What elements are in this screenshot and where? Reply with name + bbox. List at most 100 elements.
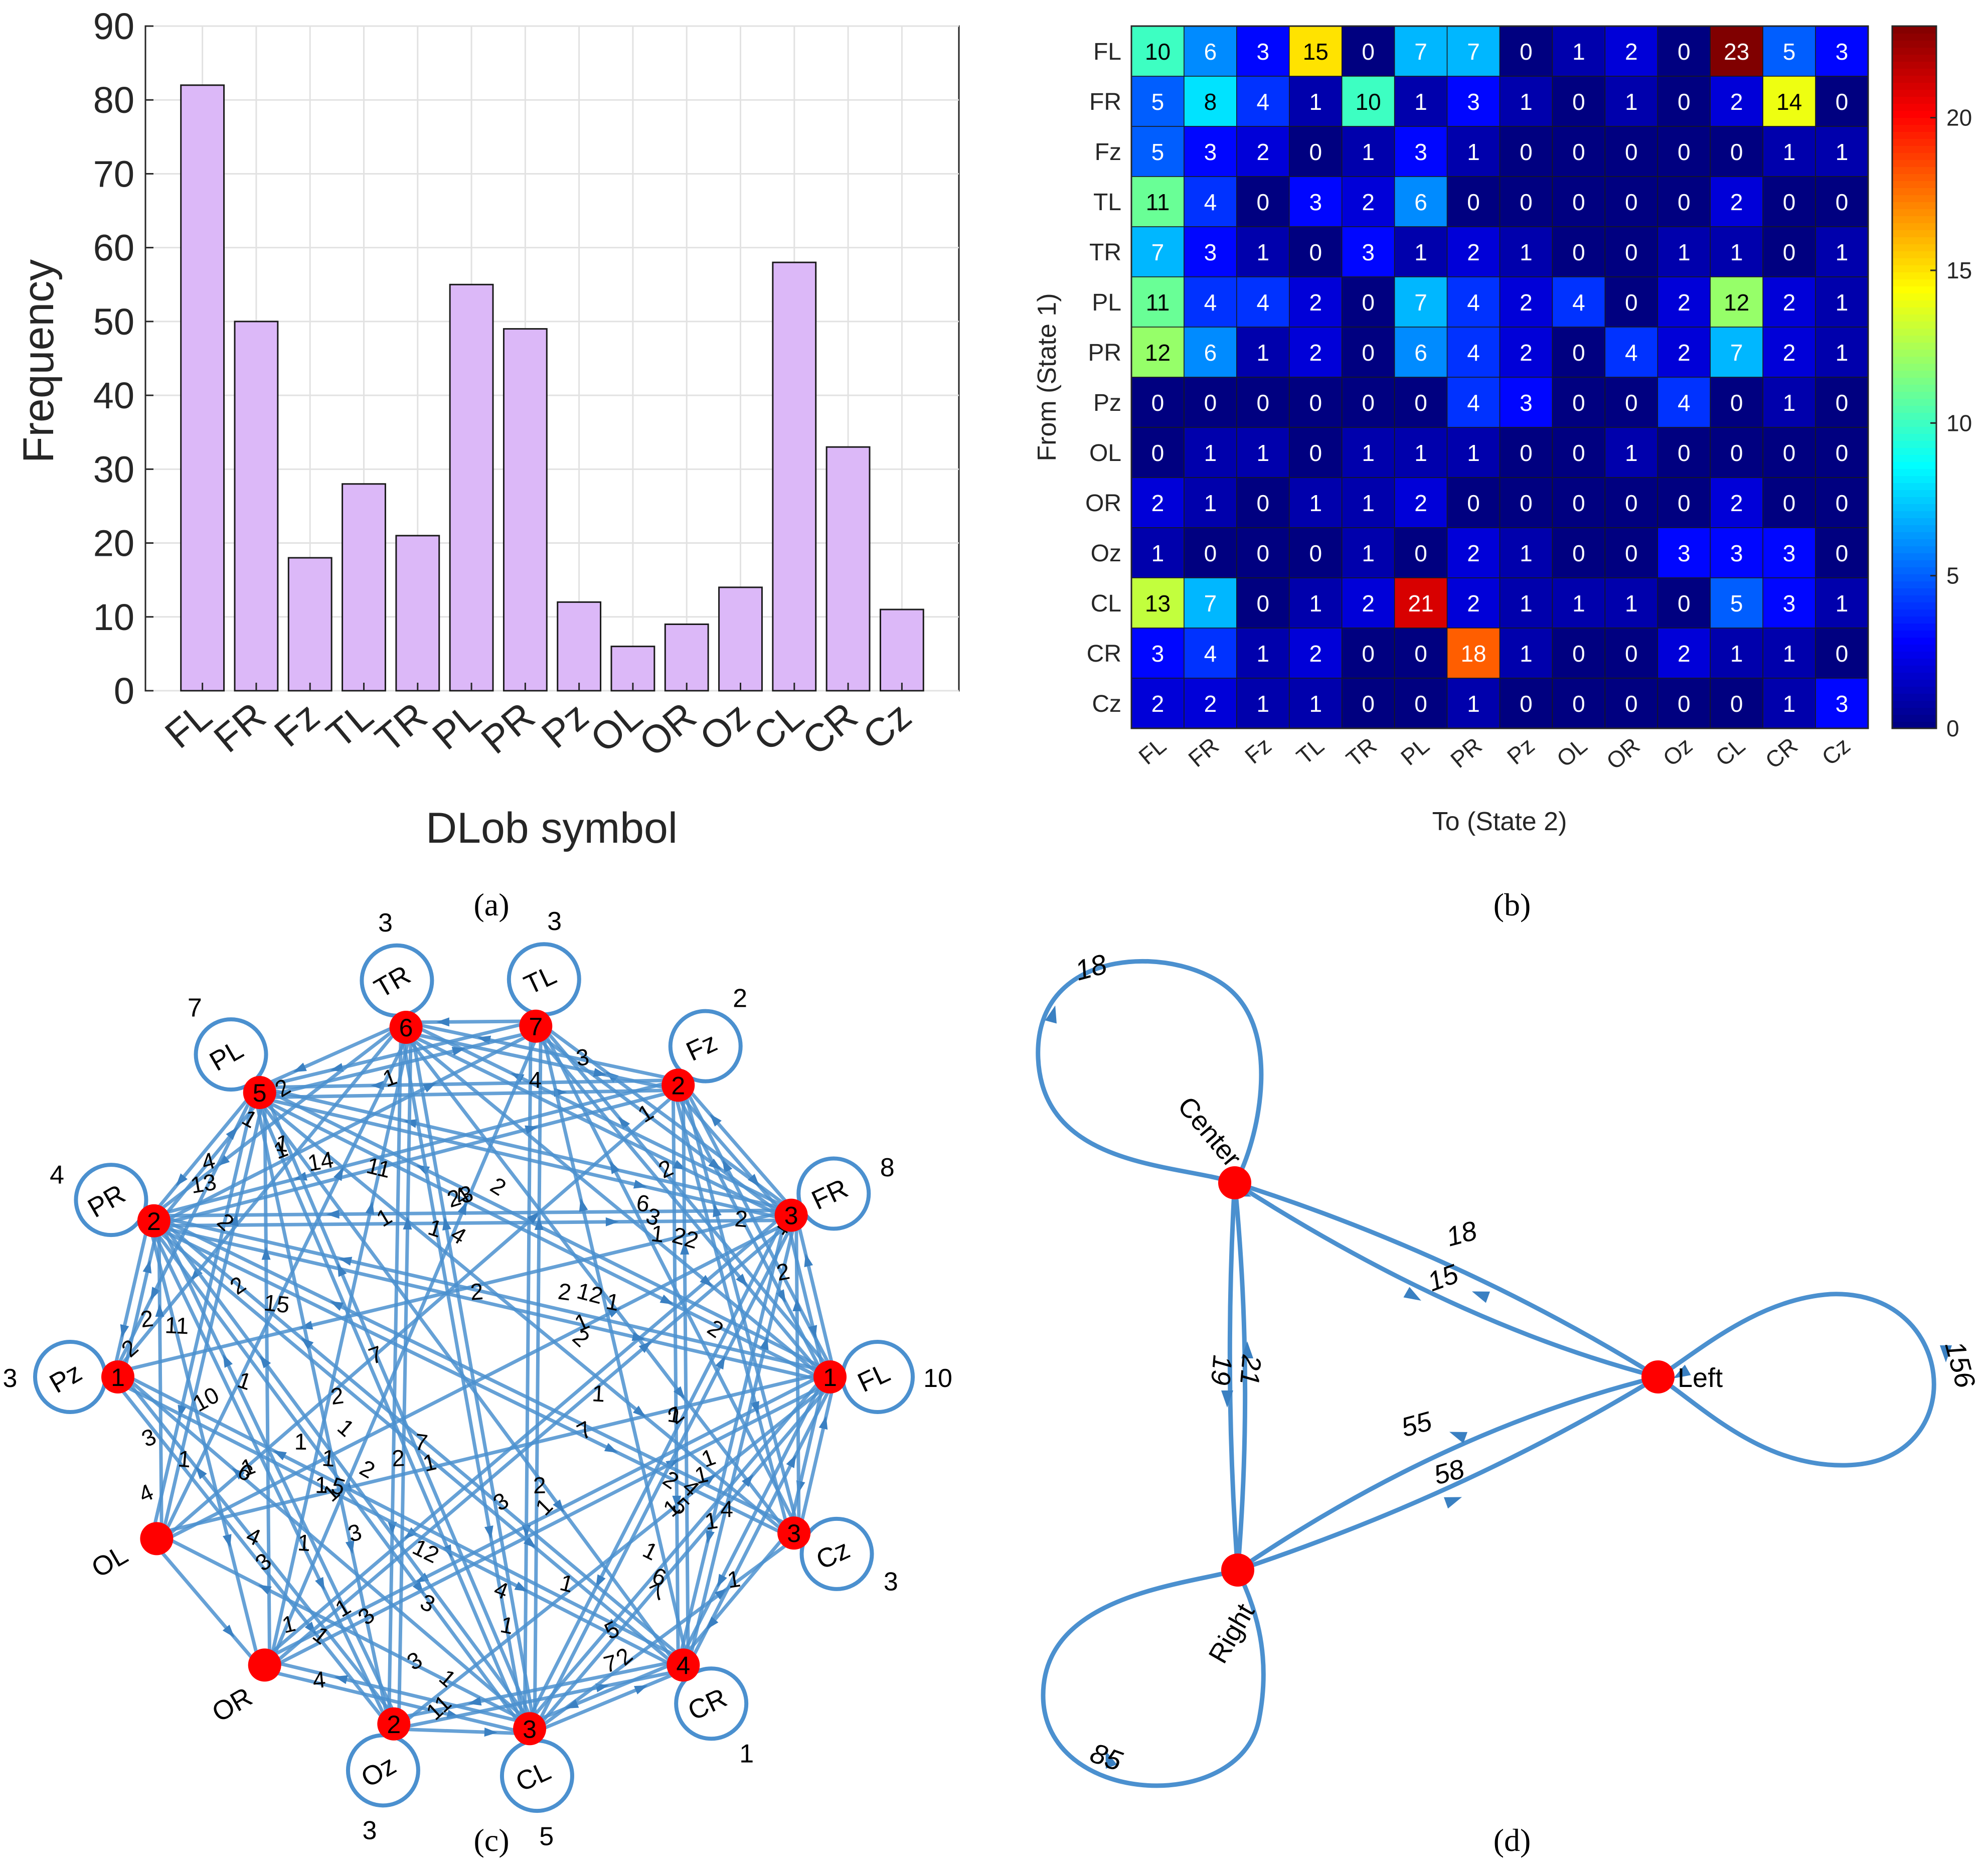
heatmap-value: 4 (1257, 89, 1270, 115)
graph-edge-arrow (760, 1336, 769, 1350)
heatmap-value: 2 (1730, 89, 1743, 115)
graph-edge-weight: 2 (557, 1278, 573, 1305)
heatmap-value: 0 (1309, 440, 1322, 466)
graph-edge-arrow (300, 1337, 314, 1349)
heatmap-value: 0 (1204, 390, 1217, 416)
graph-edge-arrow (337, 1263, 347, 1277)
graph-edge-arrow (672, 1495, 682, 1509)
graph-edge-arrow (120, 1324, 129, 1338)
colorbar-segment (1892, 707, 1936, 715)
colorbar-segment (1892, 138, 1936, 146)
heatmap-cell-CL-FR (1184, 577, 1237, 629)
heatmap-value: 0 (1625, 691, 1638, 717)
heatmap-value: 1 (1204, 440, 1217, 466)
graph-edge-arrow (736, 1274, 748, 1287)
colorbar-segment (1892, 525, 1936, 532)
graph-edge (120, 1371, 534, 1727)
graph-edge (681, 1082, 836, 1375)
heatmap-cell-OR-OR (1604, 477, 1659, 528)
heatmap-cell-Fz-CL (1710, 126, 1763, 177)
heatmap-cell-PL-PR (1446, 276, 1501, 328)
colorbar-segment (1892, 644, 1936, 652)
graph-edge (119, 1370, 687, 1662)
heatmap-value: 1 (1678, 239, 1691, 265)
heatmap-cell-OL-FR (1184, 427, 1237, 478)
bar-Pz (557, 601, 602, 692)
heatmap-cell-OR-Oz (1657, 477, 1711, 528)
colorbar-segment (1892, 560, 1936, 567)
colorbar-segment (1892, 244, 1936, 251)
heatmap-cell-Fz-FR (1184, 126, 1237, 177)
colorbar-segment (1892, 483, 1936, 490)
heatmap-cell-TL-CL (1710, 176, 1763, 227)
heatmap-cell-Cz-Fz (1236, 678, 1290, 729)
colorbar-segment (1892, 209, 1936, 216)
graph-edge-weight: 11 (164, 1312, 190, 1339)
graph-edge (401, 1030, 828, 1382)
heatmap-value: 1 (1309, 490, 1322, 516)
panel-a-bar-chart: 0 10 20 30 40 50 60 70 80 90 FLFRFzTLTRPLPRPzOLOR… (15, 6, 960, 922)
heatmap-value: 2 (1257, 139, 1270, 165)
colorbar-segment (1892, 321, 1936, 329)
colorbar-segment (1892, 518, 1936, 525)
graph-self-loop-FR (796, 1156, 871, 1231)
heatmap-value: 1 (1309, 691, 1322, 717)
heatmap-cell-PR-TR (1341, 327, 1395, 378)
colorbar-segment (1892, 412, 1936, 420)
graph-edge-arrow (703, 1474, 716, 1486)
heatmap-value: 1 (1572, 590, 1585, 616)
graph-edge (532, 1379, 836, 1734)
colorbar-segment (1892, 609, 1936, 616)
colorbar-segment (1892, 637, 1936, 645)
heatmap-cell-Fz-OL (1552, 126, 1606, 177)
heatmap-value: 2 (1362, 189, 1375, 215)
graph-edge-arrow (605, 1217, 619, 1226)
graph-edge (794, 1213, 837, 1376)
graph-edge-weight: 1 (425, 1214, 445, 1242)
heatmap-cell-PL-CR (1762, 276, 1816, 328)
colorbar-segment (1892, 181, 1936, 188)
heatmap-y-axis-label: From (State 1) (1033, 293, 1062, 461)
colorbar-segment (1892, 504, 1936, 511)
graph-edge-arrow (607, 1307, 621, 1318)
heatmap-row-label: Oz (1091, 540, 1121, 567)
colorbar-segment (1892, 363, 1936, 371)
graph-edge (120, 1372, 399, 1722)
heatmap-value: 3 (1520, 390, 1533, 416)
graph-edge-weight: 12 (574, 1277, 606, 1309)
colorbar-segment (1892, 33, 1936, 41)
graph-edge-arrow (804, 1253, 813, 1268)
graph-edge-arrow (142, 1260, 152, 1274)
graph-node-label: FR (807, 1173, 853, 1216)
graph-node-index: 5 (253, 1079, 267, 1107)
heatmap-cell-Oz-Cz (1815, 527, 1869, 578)
heatmap-cell-CL-CR (1762, 577, 1816, 629)
graph-edge-arrow (710, 1114, 722, 1127)
graph-edge-arrow (195, 1466, 207, 1480)
graph-edge-weight: 2 (533, 1472, 546, 1499)
colorbar-segment (1892, 574, 1936, 581)
graph-edge-arrow (565, 1699, 579, 1709)
graph-edge (787, 1375, 827, 1532)
heatmap-cell-Cz-FL (1131, 678, 1185, 729)
heatmap-value: 0 (1467, 490, 1480, 516)
colorbar-tick-label: 10 (1946, 410, 1972, 436)
bar-plot-area (144, 25, 960, 692)
heatmap-cell-PL-TR (1341, 276, 1395, 328)
heatmap-value: 0 (1730, 691, 1743, 717)
heatmap-cell-Oz-Fz (1236, 527, 1290, 578)
heatmap-value: 0 (1414, 390, 1427, 416)
graph-edge (156, 1215, 688, 1663)
heatmap-value: 0 (1625, 641, 1638, 667)
heatmap-value: 15 (1303, 39, 1329, 65)
graph-edge-arrow (606, 1618, 618, 1632)
heatmap-value: 0 (1625, 540, 1638, 566)
heatmap-cell-CL-Fz (1236, 577, 1290, 629)
heatmap-value: 0 (1730, 139, 1743, 165)
graph-edge (156, 1216, 535, 1727)
heatmap-value: 11 (1146, 189, 1170, 215)
heatmap-value: 2 (1467, 540, 1480, 566)
heatmap-row-label: FR (1089, 89, 1121, 115)
colorbar-segment (1892, 145, 1936, 153)
